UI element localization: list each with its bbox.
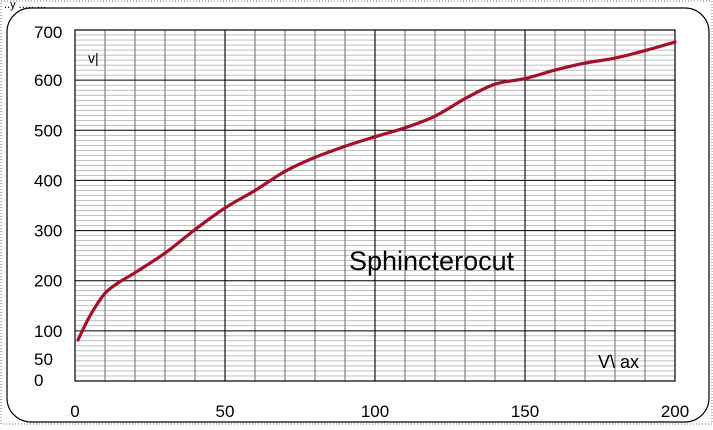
y-tick-label: 300 [34, 222, 62, 241]
y-axis-label: v| [88, 50, 99, 66]
y-tick-labels: 0 50 100 200 300 400 500 600 700 [34, 23, 62, 390]
annotation: Sphincterocut [349, 246, 515, 276]
header-partial-text: ..y ..... ... [4, 0, 46, 11]
rounded-border [6, 7, 710, 423]
major-grid [75, 30, 675, 381]
series-layer [76, 40, 677, 342]
x-axis-label: V\ ax [598, 352, 639, 372]
x-tick-label: 0 [70, 402, 79, 421]
x-tick-label: 200 [661, 402, 689, 421]
y-tick-label: 50 [34, 350, 53, 369]
plot-border [74, 29, 676, 382]
y-tick-label: 700 [34, 23, 62, 42]
x-tick-label: 50 [216, 402, 235, 421]
y-tick-label: 500 [34, 121, 62, 140]
y-tick-label: 0 [34, 371, 43, 390]
x-tick-label: 100 [361, 402, 389, 421]
x-tick-label: 150 [511, 402, 539, 421]
series-line [76, 40, 677, 342]
y-tick-label: 400 [34, 171, 62, 190]
y-tick-label: 200 [34, 272, 62, 291]
y-tick-label: 100 [34, 322, 62, 341]
y-tick-label: 600 [34, 71, 62, 90]
x-tick-labels: 0 50 100 150 200 [70, 402, 689, 421]
